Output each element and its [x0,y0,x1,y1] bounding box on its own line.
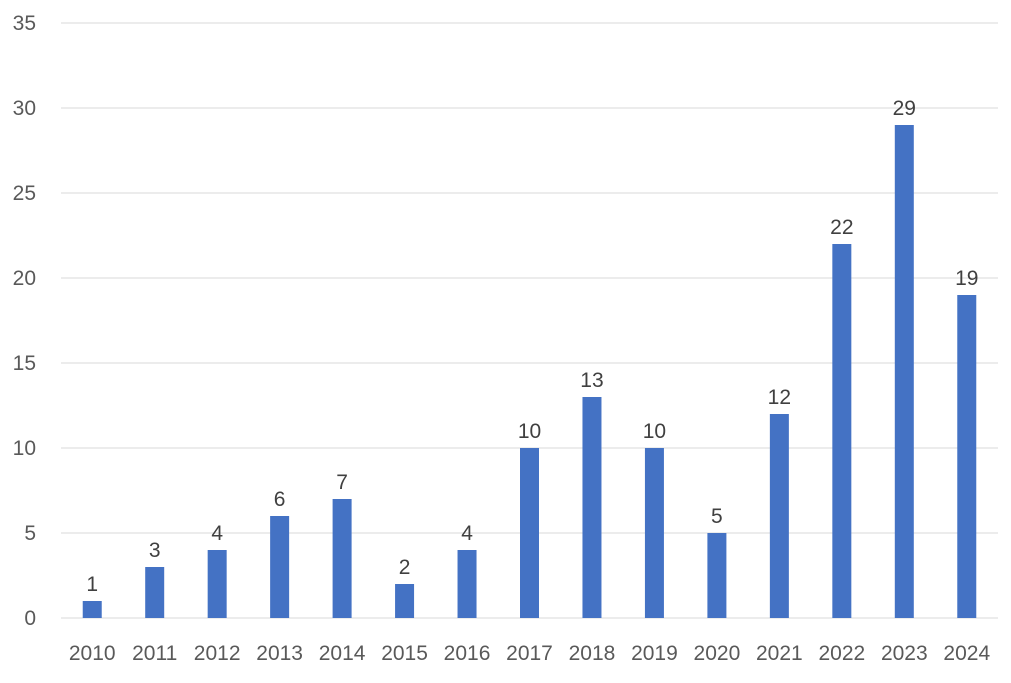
bar-2011 [145,567,165,618]
y-tick-label: 10 [13,437,36,460]
x-tick-label-2013: 2013 [256,642,303,665]
y-tick-label: 15 [13,352,36,375]
bar-2014 [332,499,352,618]
data-label-2015: 2 [399,556,411,579]
x-tick-label-2017: 2017 [506,642,553,665]
data-label-2018: 13 [580,369,603,392]
x-tick-label-2023: 2023 [881,642,928,665]
bar-2023 [894,125,914,618]
data-label-2011: 3 [149,539,161,562]
x-tick-label-2021: 2021 [756,642,803,665]
x-tick-label-2014: 2014 [319,642,366,665]
y-tick-label: 0 [24,607,36,630]
x-tick-label-2019: 2019 [631,642,678,665]
x-tick-label-2016: 2016 [444,642,491,665]
y-axis-ticks: 0 5 10 15 20 25 30 35 [13,12,36,630]
bar-2016 [457,550,477,618]
data-label-2022: 22 [830,216,853,239]
bar-2024 [957,295,977,618]
bar-2018 [582,397,602,618]
x-tick-label-2018: 2018 [569,642,616,665]
data-label-2024: 19 [955,267,978,290]
data-label-2016: 4 [461,522,473,545]
x-tick-label-2012: 2012 [194,642,241,665]
x-tick-label-2011: 2011 [132,642,177,665]
data-label-2017: 10 [518,420,541,443]
x-tick-label-2020: 2020 [694,642,741,665]
data-label-2021: 12 [768,386,791,409]
data-label-2010: 1 [86,573,98,596]
x-tick-label-2022: 2022 [818,642,865,665]
bar-2020 [707,533,727,618]
x-axis-ticks: 2010 2011 2012 2013 2014 2015 2016 2017 2018 2019… [69,642,991,665]
data-label-2013: 6 [274,488,286,511]
bar-2017 [520,448,539,618]
bars [82,125,977,618]
y-tick-label: 30 [13,97,36,120]
bar-2022 [832,244,852,618]
y-tick-label: 20 [13,267,36,290]
data-label-2020: 5 [711,505,723,528]
x-tick-label-2010: 2010 [69,642,116,665]
bar-2013 [270,516,290,618]
y-tick-label: 35 [13,12,36,35]
bar-2021 [769,414,789,618]
data-label-2012: 4 [211,522,223,545]
x-tick-label-2015: 2015 [381,642,428,665]
data-label-2019: 10 [643,420,666,443]
bar-2015 [395,584,415,618]
data-label-2014: 7 [336,471,348,494]
bar-2010 [82,601,102,618]
x-tick-label-2024: 2024 [943,642,990,665]
data-label-2023: 29 [893,97,916,120]
y-tick-label: 5 [24,522,36,545]
bar-2019 [644,448,664,618]
y-tick-label: 25 [13,182,36,205]
bar-2012 [207,550,227,618]
